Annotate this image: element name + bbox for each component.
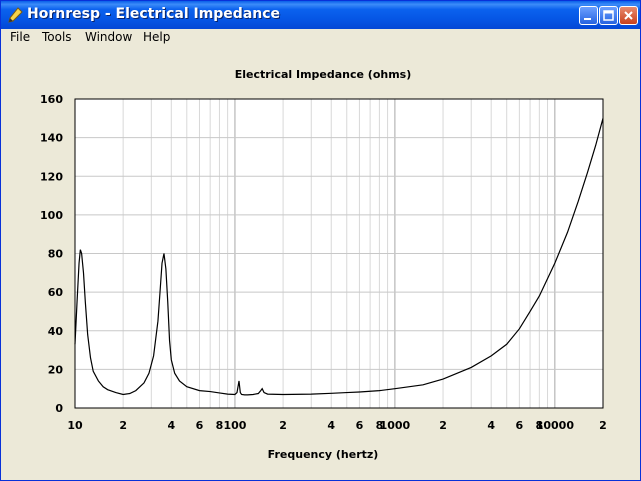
menu-tools[interactable]: Tools [42,30,72,44]
x-tick-label: 1000 [380,419,411,432]
y-tick-label: 160 [40,93,63,106]
y-tick-label: 140 [40,132,63,145]
plot-frame [74,98,604,409]
x-tick-label: 8 [376,419,384,432]
minimize-icon [584,18,591,20]
title-bar[interactable]: Hornresp - Electrical Impedance [1,1,640,29]
x-tick-label: 8 [536,419,544,432]
y-tick-label: 0 [55,402,63,415]
menu-file[interactable]: File [10,30,31,44]
x-tick-label: 6 [356,419,364,432]
minimize-button[interactable] [579,6,598,25]
x-tick-label: 2 [119,419,127,432]
close-icon [624,11,633,20]
x-axis-label: Frequency (hertz) [268,448,379,461]
x-tick-label: 4 [487,419,495,432]
chart-title: Electrical Impedance (ohms) [235,68,412,81]
x-tick-label: 10000 [536,419,575,432]
x-tick-label: 2 [599,419,607,432]
y-tick-label: 80 [48,248,64,261]
maximize-icon [603,10,614,21]
menu-help[interactable]: Help [143,30,171,44]
maximize-button[interactable] [599,6,618,25]
close-button[interactable] [619,6,638,25]
menu-bar: File Tools Window Help [1,29,640,48]
x-tick-label: 100 [223,419,246,432]
x-tick-label: 4 [327,419,335,432]
window-title: Hornresp - Electrical Impedance [27,6,281,22]
y-tick-label: 60 [48,286,64,299]
impedance-chart: Electrical Impedance (ohms) 020406080100… [40,68,607,461]
y-axis-labels: 0 20 40 60 80 100 120 140 160 [40,93,63,415]
x-tick-label: 2 [279,419,287,432]
impedance-curve [74,118,604,396]
y-tick-label: 100 [40,209,63,222]
x-tick-label: 4 [167,419,175,432]
x-tick-label: 6 [516,419,524,432]
x-tick-label: 8 [216,419,224,432]
x-tick-label: 2 [439,419,447,432]
x-tick-label: 10 [67,419,83,432]
y-tick-label: 40 [48,325,64,338]
menu-window[interactable]: Window [85,30,133,44]
y-tick-label: 120 [40,170,63,183]
x-tick-label: 6 [196,419,204,432]
grid-lines [75,99,603,408]
pencil-icon[interactable] [7,7,23,23]
y-tick-label: 20 [48,363,64,376]
